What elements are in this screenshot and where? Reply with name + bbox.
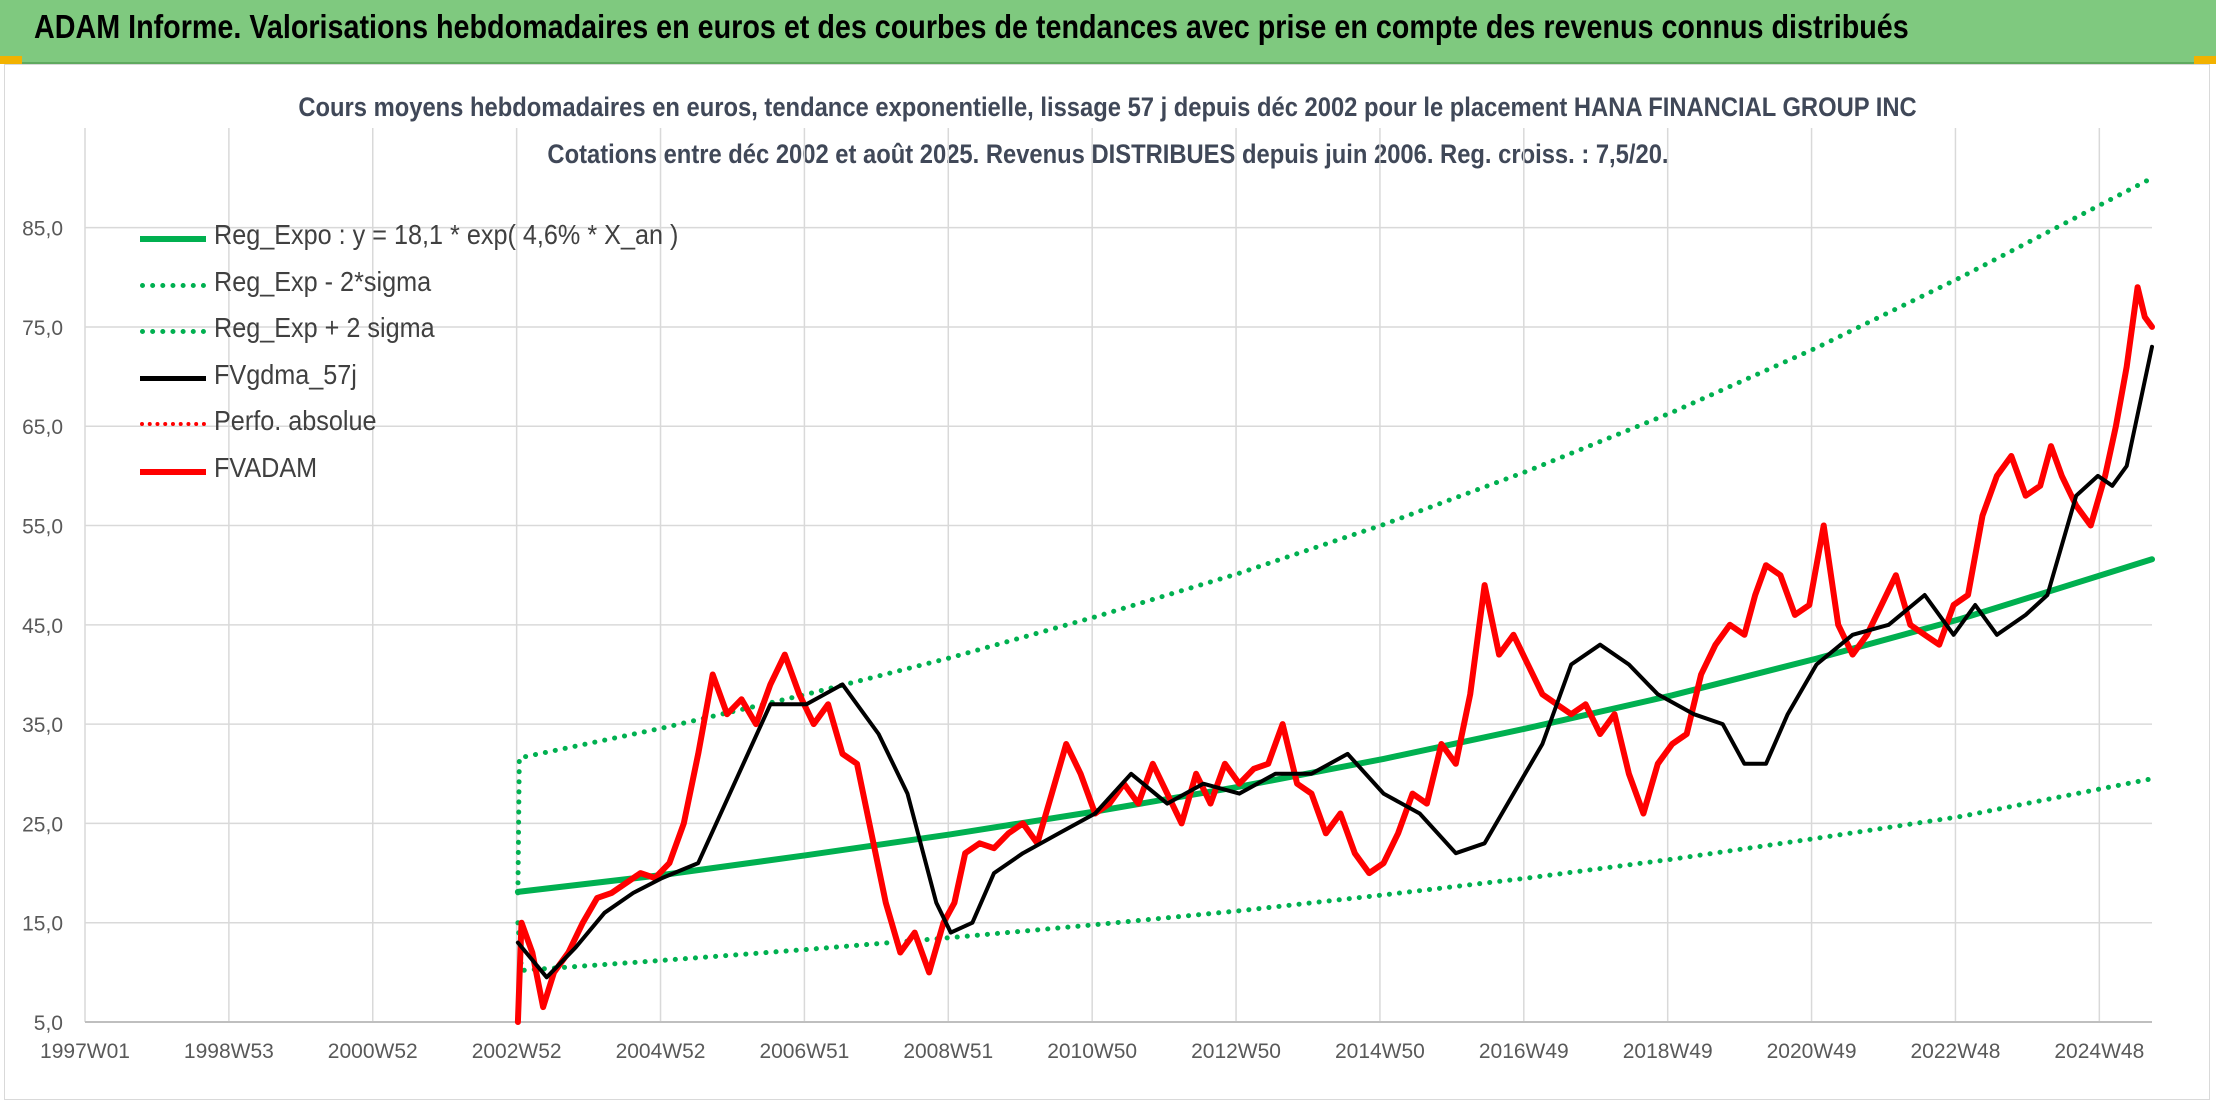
x-tick-label: 2012W50 xyxy=(1191,1040,1281,1063)
plot-series xyxy=(514,175,2155,1025)
x-tick-label: 2004W52 xyxy=(616,1040,706,1063)
y-axis: 5,0 15,0 25,0 35,0 45,0 55,0 65,0 75,0 85,0 xyxy=(22,218,63,1035)
grid-lines xyxy=(84,128,2152,1023)
series-line-fvgdma-57j xyxy=(515,344,2154,980)
corner-marker-right xyxy=(2194,56,2216,64)
chart-title-text: Cours moyens hebdomadaires en euros, ten… xyxy=(298,92,1918,122)
series-line-reg-exp-2-sigma xyxy=(515,175,2155,896)
x-tick-label: 2010W50 xyxy=(1047,1040,1137,1063)
y-tick-label: 5,0 xyxy=(34,1012,63,1035)
x-tick-label: 2018W49 xyxy=(1623,1040,1713,1063)
x-tick-label: 2020W49 xyxy=(1767,1040,1857,1063)
x-tick-label: 2002W52 xyxy=(472,1040,562,1063)
y-tick-label: 35,0 xyxy=(22,714,63,737)
x-tick-label: 2022W48 xyxy=(1910,1040,2000,1063)
x-tick-label: 2008W51 xyxy=(903,1040,993,1063)
legend-swatch-perfo-absolue xyxy=(140,422,206,426)
legend-label-fvadam: FVADAM xyxy=(214,451,318,483)
legend-swatch-fvgdma xyxy=(140,375,206,381)
y-tick-label: 55,0 xyxy=(22,516,63,539)
x-tick-label: 2016W49 xyxy=(1479,1040,1569,1063)
legend-swatch-reg-exp-minus xyxy=(140,282,206,288)
legend-swatch-reg-expo xyxy=(140,236,206,242)
x-tick-label: 2000W52 xyxy=(328,1040,418,1063)
chart-subtitle-text: Cotations entre déc 2002 et août 2025. R… xyxy=(547,139,1669,169)
x-tick-label: 2014W50 xyxy=(1335,1040,1425,1063)
report-banner: ADAM Informe. Valorisations hebdomadaire… xyxy=(0,0,2216,64)
chart-title: Cours moyens hebdomadaires en euros, ten… xyxy=(0,92,2216,123)
y-tick-label: 65,0 xyxy=(22,416,63,439)
y-tick-label: 45,0 xyxy=(22,615,63,638)
chart-frame xyxy=(4,64,2210,1100)
legend-label-perfo-absolue: Perfo. absolue xyxy=(214,405,377,436)
x-tick-label: 2024W48 xyxy=(2054,1040,2144,1063)
legend-label-reg-expo: Reg_Expo : y = 18,1 * exp( 4,6% * X_an ) xyxy=(214,219,679,250)
series-line-fvadam xyxy=(514,284,2155,1025)
report-banner-title: ADAM Informe. Valorisations hebdomadaire… xyxy=(34,8,1909,45)
corner-marker-left xyxy=(0,56,22,64)
y-tick-label: 25,0 xyxy=(22,813,63,836)
y-tick-label: 75,0 xyxy=(22,317,63,340)
x-tick-label: 1997W01 xyxy=(40,1040,130,1063)
y-tick-label: 85,0 xyxy=(22,218,63,241)
legend-swatch-reg-exp-plus xyxy=(140,329,206,334)
legend-swatch-fvadam xyxy=(140,468,206,475)
x-tick-label: 2006W51 xyxy=(759,1040,849,1063)
y-tick-label: 15,0 xyxy=(22,913,63,936)
legend-label-reg-exp-plus: Reg_Exp + 2 sigma xyxy=(214,312,435,343)
series-line-reg-exp-2-sigma xyxy=(515,776,2155,973)
chart-subtitle: Cotations entre déc 2002 et août 2025. R… xyxy=(0,139,2216,170)
legend-label-fvgdma: FVgdma_57j xyxy=(214,358,357,390)
legend-label-reg-exp-minus: Reg_Exp - 2*sigma xyxy=(214,265,432,297)
x-axis: 1997W01 1998W53 2000W52 2002W52 2004W52 2006W… xyxy=(40,1040,2144,1063)
x-tick-label: 1998W53 xyxy=(184,1040,274,1063)
